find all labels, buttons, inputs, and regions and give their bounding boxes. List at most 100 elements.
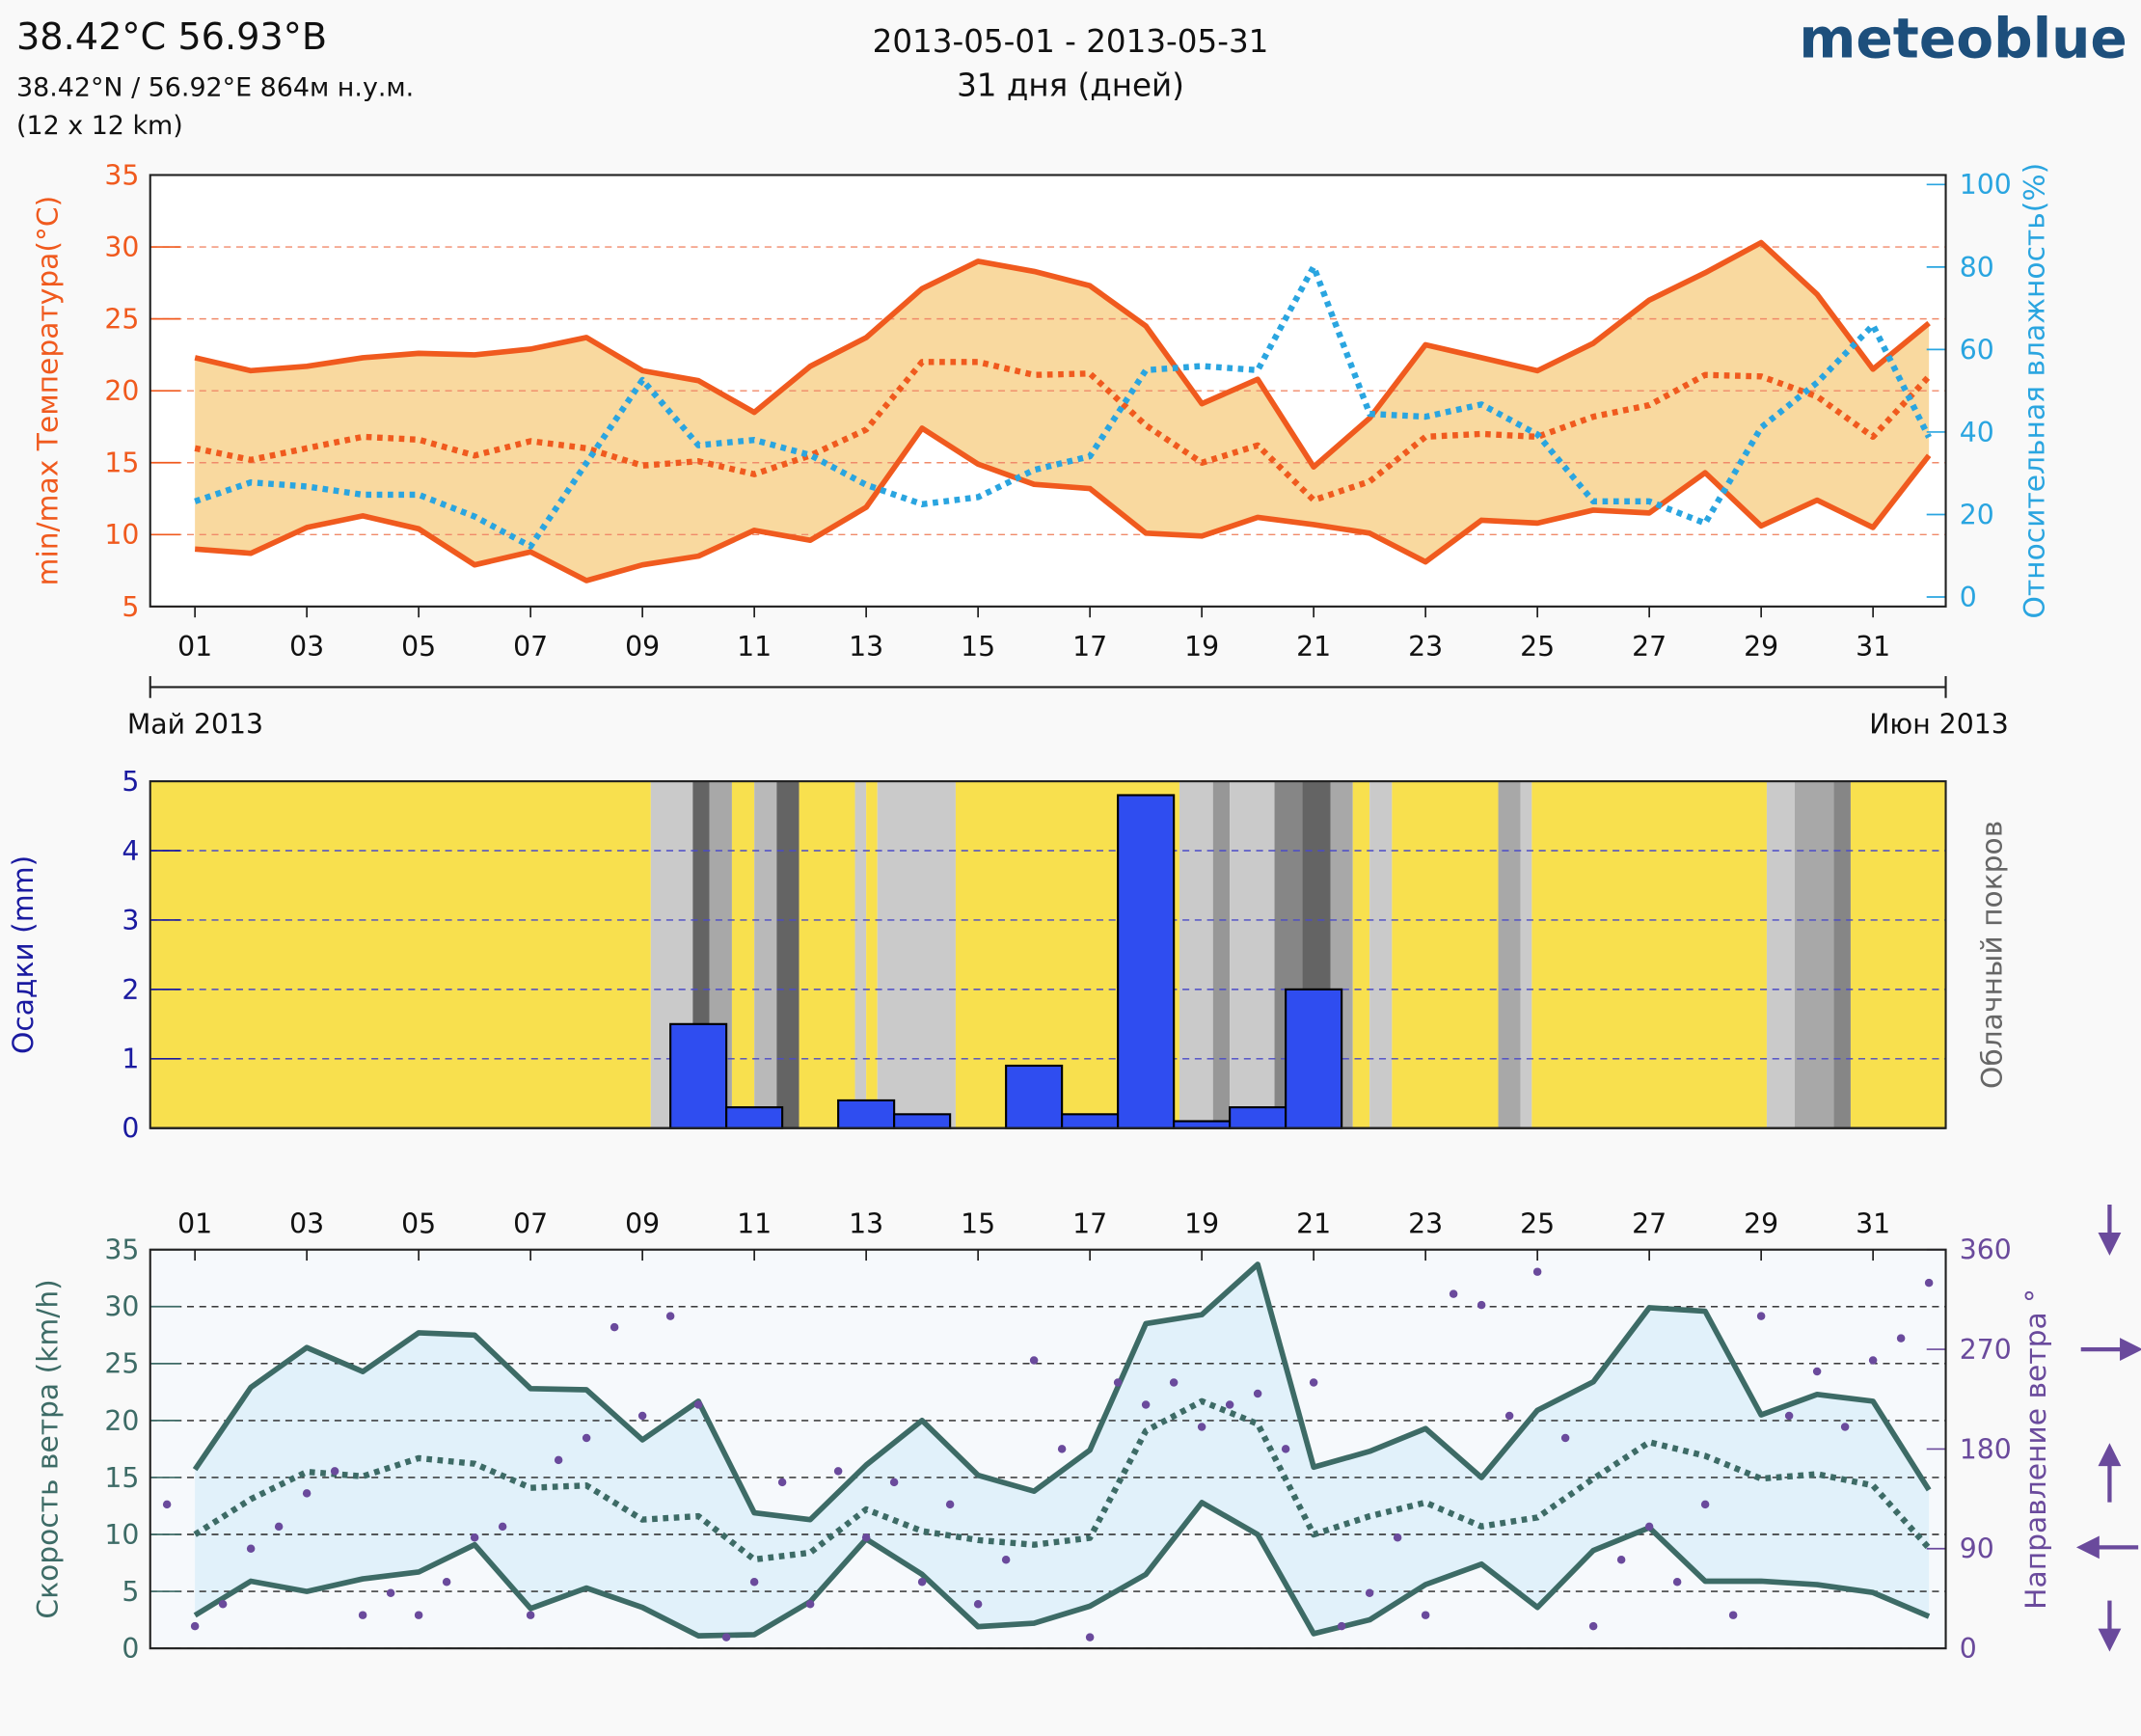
x-tick-label: 13 — [849, 631, 883, 663]
direction-point — [1504, 1411, 1514, 1421]
x-tick-label: 31 — [1856, 1208, 1890, 1240]
precipitation-bar — [1005, 1064, 1064, 1129]
direction-point — [1840, 1423, 1850, 1431]
direction-point — [1560, 1433, 1570, 1443]
cloud-stripe — [1531, 781, 1767, 1128]
x-tick-label: 03 — [289, 631, 324, 663]
direction-point — [1057, 1445, 1067, 1453]
cloud-stripe — [877, 781, 956, 1128]
y-tick-label: 35 — [104, 159, 139, 191]
month-label: Май 2013 — [127, 709, 263, 741]
dotted-line — [193, 1397, 1932, 1563]
direction-point — [414, 1611, 423, 1619]
y-tick-label: 30 — [104, 231, 139, 263]
direction-point — [470, 1533, 479, 1542]
x-tick-label: 23 — [1408, 1208, 1443, 1240]
direction-point — [1085, 1633, 1095, 1641]
y-tick-label: 0 — [122, 1113, 139, 1145]
y-tick-label: 25 — [104, 1348, 139, 1380]
direction-point — [582, 1433, 591, 1443]
direction-point — [917, 1577, 927, 1587]
direction-point — [861, 1533, 871, 1542]
direction-point — [246, 1544, 256, 1554]
y2-tick-label: 180 — [1960, 1433, 2012, 1465]
precipitation-bar — [1117, 794, 1176, 1129]
y-tick-label: 15 — [104, 448, 139, 479]
x-tick-label: 15 — [961, 631, 995, 663]
direction-point — [1141, 1400, 1151, 1409]
x-tick-label: 21 — [1296, 1208, 1331, 1240]
direction-point — [833, 1467, 843, 1476]
direction-point — [1421, 1611, 1430, 1619]
y-axis-title: min/max Температура(°C) — [31, 196, 65, 586]
y-tick-label: 10 — [104, 1519, 139, 1551]
panel: 0 1 2 3 4 5 Осадки (mm) Облачный покров — [7, 766, 2010, 1145]
direction-point — [1896, 1334, 1906, 1343]
direction-point — [1029, 1356, 1039, 1365]
direction-point — [554, 1455, 563, 1465]
direction-point — [805, 1599, 815, 1609]
x-tick-label: 25 — [1520, 631, 1555, 663]
range-band — [195, 242, 1930, 582]
y2-tick-label: 100 — [1960, 169, 2012, 201]
cloud-stripe — [1212, 781, 1231, 1128]
x-tick-label: 07 — [513, 631, 548, 663]
line — [194, 239, 1931, 471]
cloud-stripe — [754, 781, 777, 1128]
y2-axis-title: Относительная влажность(%) — [2018, 163, 2051, 619]
cloud-stripe — [1179, 781, 1213, 1128]
x-tick-label: 31 — [1856, 631, 1890, 663]
y-tick-label: 10 — [104, 519, 139, 551]
direction-point — [1197, 1423, 1206, 1431]
precipitation-bar — [1229, 1106, 1287, 1129]
direction-point — [1337, 1621, 1346, 1631]
x-tick-label: 01 — [177, 631, 212, 663]
line — [194, 425, 1932, 583]
direction-point — [218, 1599, 228, 1609]
x-tick-label: 27 — [1632, 631, 1667, 663]
direction-point — [665, 1312, 675, 1320]
y-tick-label: 25 — [104, 304, 139, 336]
direction-point — [1588, 1621, 1598, 1631]
direction-point — [637, 1411, 647, 1421]
arrow-head — [2098, 1443, 2122, 1467]
direction-point — [386, 1588, 395, 1597]
direction-point — [1113, 1378, 1123, 1387]
cloud-stripe — [1766, 781, 1795, 1128]
y2-tick-label: 270 — [1960, 1334, 2012, 1366]
coordinates: 38.42°N / 56.92°E 864м н.у.м. — [16, 72, 414, 102]
y2-tick-label: 20 — [1960, 499, 1994, 530]
y2-tick-label: 360 — [1960, 1234, 2012, 1266]
direction-point — [945, 1500, 955, 1509]
direction-point — [1616, 1556, 1626, 1564]
y-tick-label: 0 — [122, 1633, 139, 1665]
direction-point — [442, 1577, 451, 1587]
x-tick-label: 29 — [1744, 631, 1778, 663]
y2-tick-label: 90 — [1960, 1533, 1994, 1565]
direction-point — [1784, 1411, 1794, 1421]
direction-point — [1728, 1611, 1738, 1619]
y2-tick-label: 60 — [1960, 334, 1994, 366]
direction-point — [1532, 1267, 1542, 1276]
brand-logo: meteoblue — [1799, 8, 2127, 71]
plot-frame — [149, 174, 1947, 608]
direction-point — [1393, 1533, 1402, 1542]
x-tick-label: 27 — [1632, 1208, 1667, 1240]
direction-point — [1924, 1278, 1934, 1288]
cloud-stripe — [799, 781, 855, 1128]
direction-point — [1309, 1378, 1318, 1387]
x-tick-label: 03 — [289, 1208, 324, 1240]
x-tick-label: 09 — [625, 1208, 660, 1240]
direction-point — [693, 1400, 703, 1409]
cloud-stripe — [776, 781, 799, 1128]
y-axis-title: Осадки (mm) — [7, 855, 41, 1054]
month-label: Июн 2013 — [1869, 709, 2009, 741]
cloud-stripe — [1833, 781, 1851, 1128]
direction-point — [777, 1478, 787, 1487]
arrow-head — [2098, 1628, 2122, 1652]
cloud-stripe — [1794, 781, 1834, 1128]
direction-point — [302, 1489, 312, 1498]
direction-point — [1281, 1445, 1290, 1453]
